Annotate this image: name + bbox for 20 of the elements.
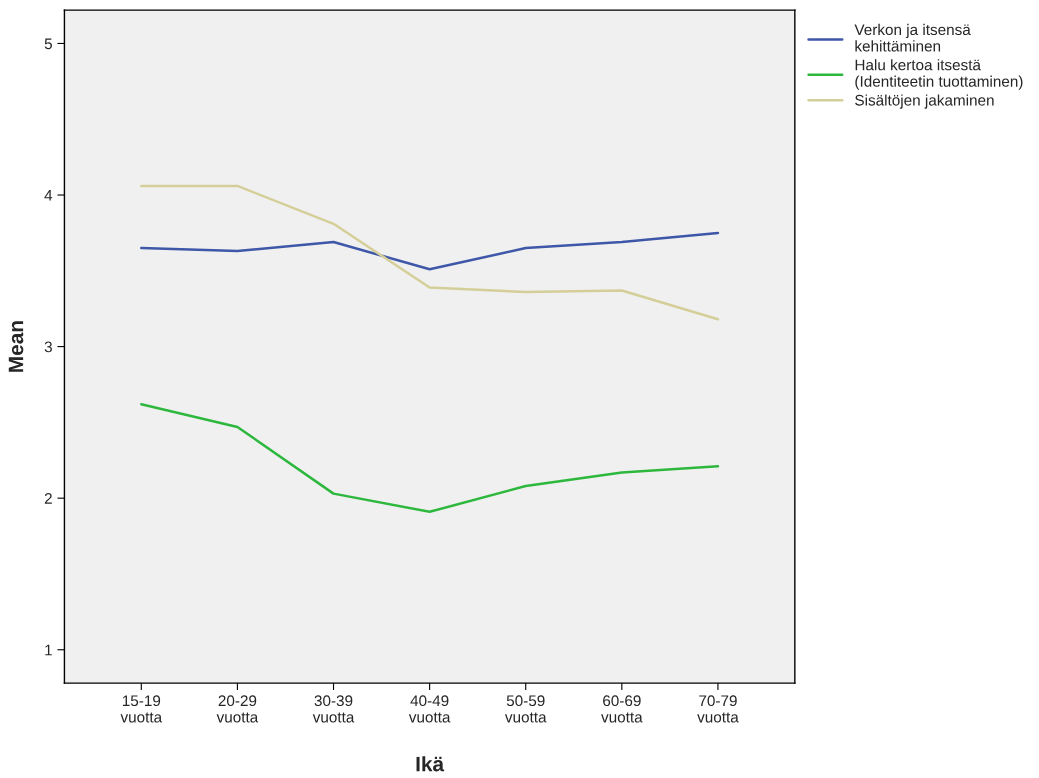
y-tick-label: 2 — [44, 493, 52, 504]
x-tick-label: 50-59 vuotta — [504, 695, 547, 723]
line-series — [140, 231, 720, 271]
y-tick-label: 5 — [44, 38, 52, 50]
y-tick-label: 4 — [44, 190, 53, 201]
x-tick-label: 40-49 vuotta — [408, 695, 451, 723]
x-axis-title: Ikä — [416, 756, 445, 772]
x-tick-label: 30-39 vuotta — [312, 695, 355, 723]
x-tick-label: 20-29 vuotta — [216, 695, 259, 723]
x-tick-label: 15-19 vuotta — [120, 695, 163, 723]
legend-label: Verkon ja itsensä kehittäminen — [854, 23, 971, 52]
y-tick-label: 3 — [44, 341, 52, 353]
legend-label: Halu kertoa itsestä (Identiteetin tuottaminen) — [855, 59, 1023, 90]
x-tick-label: 60-69 vuotta — [601, 695, 643, 723]
line-series — [140, 184, 720, 321]
x-tick-label: 70-79 vuotta — [697, 695, 739, 723]
y-tick-label: 1 — [45, 644, 52, 656]
legend-label: Sisältöjen jakaminen — [855, 94, 994, 109]
y-axis-title: Mean — [8, 321, 24, 372]
line-series — [140, 402, 720, 514]
